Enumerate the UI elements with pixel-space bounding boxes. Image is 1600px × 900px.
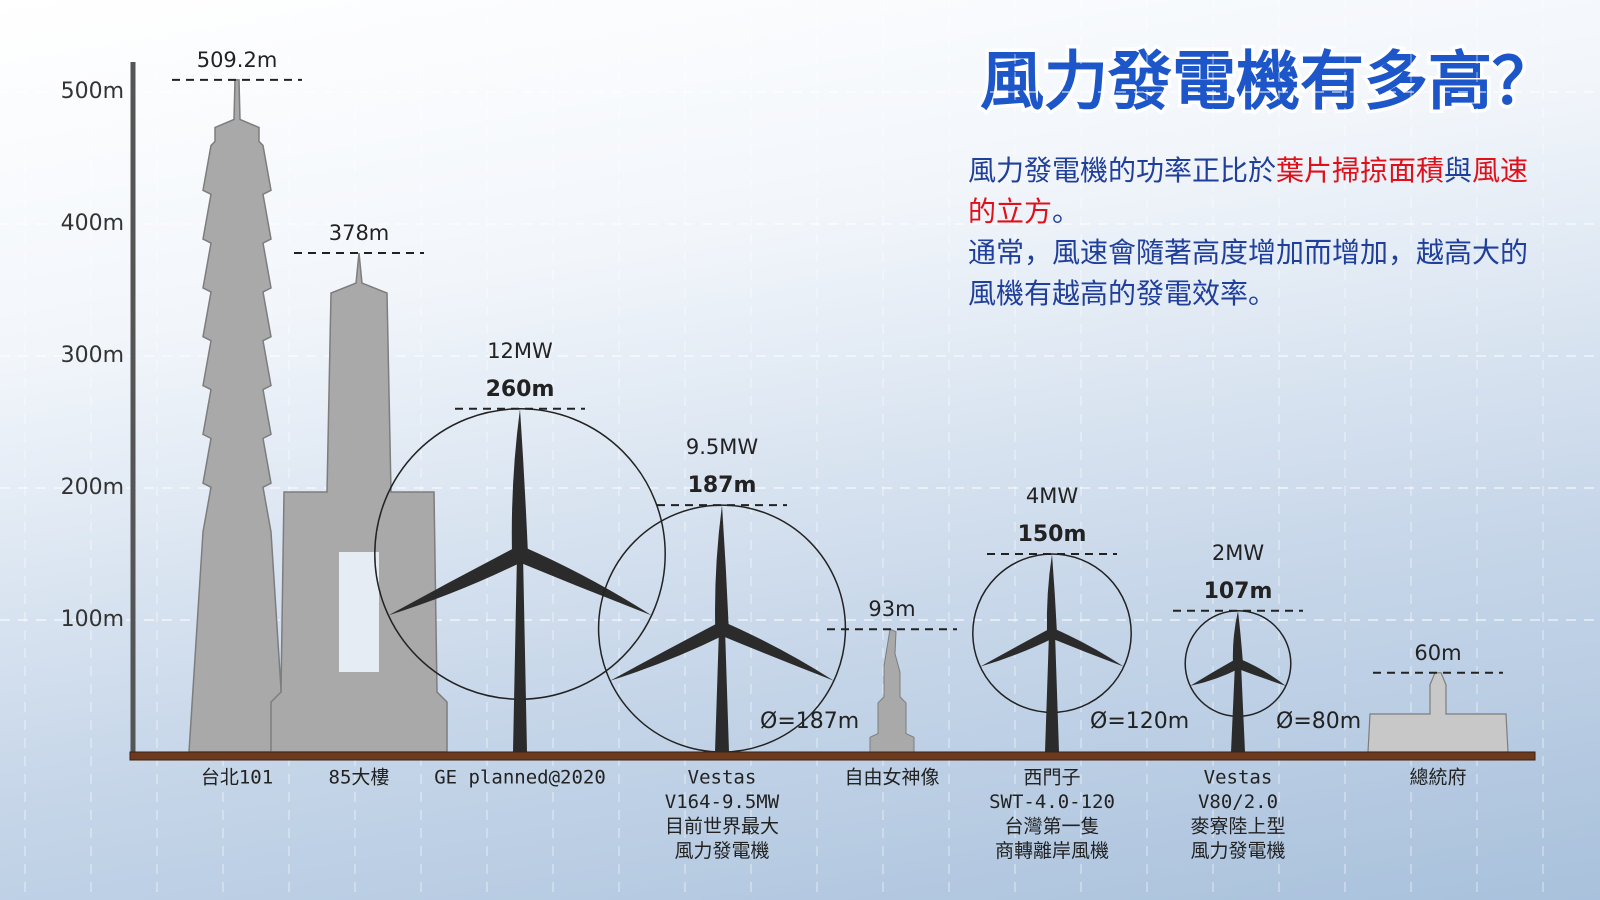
description-text: 通常，風速會隨著高度增加而增加，越高大的風機有越高的發電效率。 (968, 236, 1529, 310)
category-label: 總統府 (1409, 767, 1466, 789)
turbine-blade (1046, 554, 1057, 634)
value-label: 93m (868, 597, 915, 621)
category-label: 商轉離岸風機 (995, 840, 1109, 862)
turbine-blade (715, 505, 729, 629)
description-paragraph: 通常，風速會隨著高度增加而增加，越高大的風機有越高的發電效率。 (968, 232, 1548, 314)
category-label: 麥寮陸上型 (1190, 816, 1285, 838)
turbine-tower (1045, 633, 1059, 752)
category-label: 風力發電機 (1190, 840, 1285, 862)
turbine-blade (1190, 659, 1241, 686)
description-text: 與 (1444, 154, 1473, 187)
power-label: 4MW (1026, 484, 1078, 508)
turbine-blade (1049, 628, 1124, 667)
category-label: 自由女神像 (844, 767, 939, 789)
category-label: 西門子 (1023, 767, 1080, 789)
turbine-hub (714, 621, 730, 637)
turbine-blade (388, 546, 524, 616)
power-label: 2MW (1212, 541, 1264, 565)
y-tick-label: 300m (61, 343, 124, 368)
building (1367, 672, 1509, 753)
chart-title: 風力發電機有多高？ (980, 46, 1556, 120)
value-label: 107m (1204, 579, 1273, 604)
description-text: 風力發電機的功率正比於 (968, 154, 1277, 187)
description: 風力發電機的功率正比於葉片掃掠面積與風速的立方。 通常，風速會隨著高度增加而增加，… (968, 150, 1548, 314)
turbine-blade (610, 622, 725, 681)
turbine-blade (719, 622, 834, 681)
category-label: 台北101 (201, 767, 273, 789)
building-gap (339, 552, 379, 672)
y-tick-label: 400m (61, 211, 124, 236)
category-label: GE planned@2020 (434, 767, 606, 789)
description-text: 葉片掃掠面積 (1276, 154, 1445, 187)
turbine-tower (715, 628, 729, 752)
category-label: V164-9.5MW (665, 791, 780, 813)
turbine-hub (1232, 658, 1244, 670)
description-paragraph: 風力發電機的功率正比於葉片掃掠面積與風速的立方。 (968, 150, 1548, 232)
turbine-tower (1231, 663, 1245, 752)
statue (869, 628, 915, 753)
category-label: Vestas (1204, 767, 1273, 789)
category-label: 目前世界最大 (665, 816, 779, 838)
category-label: Vestas (688, 767, 757, 789)
turbine-tower (513, 554, 527, 752)
y-tick-label: 500m (61, 79, 124, 104)
description-text: 。 (1052, 195, 1081, 228)
turbine-blade (511, 408, 528, 554)
power-label: 12MW (487, 339, 553, 363)
turbine-blade (516, 546, 652, 616)
description-text: 風速的立方 (968, 154, 1529, 228)
category-label: 85大樓 (329, 767, 390, 789)
y-tick-label: 200m (61, 475, 124, 500)
turbine-hub (1046, 627, 1058, 639)
rotor-label: Ø=187m (760, 709, 859, 734)
turbine-hub (511, 545, 529, 563)
rotor-label: Ø=80m (1276, 709, 1361, 734)
category-label: 台灣第一隻 (1004, 816, 1099, 838)
category-label: SWT-4.0-120 (989, 791, 1115, 813)
building (188, 79, 286, 753)
turbine-blade (980, 628, 1055, 667)
value-label: 260m (486, 377, 555, 402)
ground (129, 751, 1536, 761)
y-tick-label: 100m (61, 607, 124, 632)
value-label: 150m (1018, 522, 1087, 547)
category-label: V80/2.0 (1198, 791, 1278, 813)
value-label: 378m (329, 221, 390, 245)
value-label: 509.2m (197, 48, 278, 72)
rotor-label: Ø=120m (1090, 709, 1189, 734)
turbine-blade (1235, 659, 1286, 686)
value-label: 60m (1414, 641, 1461, 665)
category-label: 風力發電機 (674, 840, 769, 862)
turbine-blade (1232, 610, 1243, 664)
value-label: 187m (688, 473, 757, 498)
power-label: 9.5MW (686, 435, 759, 459)
